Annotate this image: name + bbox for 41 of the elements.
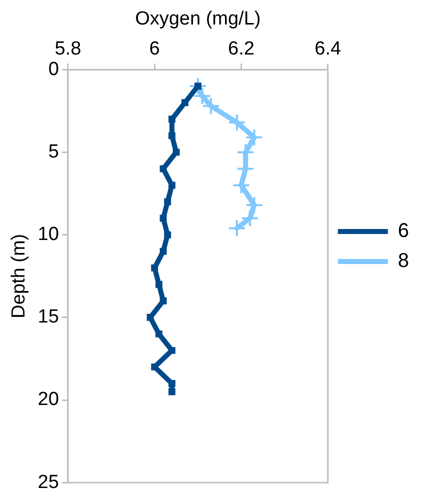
point	[245, 128, 264, 146]
x-tick-label: 6.4	[314, 38, 342, 60]
point	[172, 148, 180, 156]
y-tick-label: 25	[38, 472, 59, 493]
point	[160, 214, 167, 222]
point	[164, 231, 172, 238]
y-axis-title: Depth (m)	[8, 234, 30, 318]
point	[168, 116, 176, 123]
point	[164, 198, 172, 206]
point	[245, 196, 264, 214]
point	[151, 264, 158, 272]
point	[160, 165, 167, 172]
point	[155, 330, 162, 338]
point	[151, 363, 158, 370]
point	[146, 314, 154, 321]
x-tick-label: 6	[149, 38, 160, 60]
legend-label: 6	[398, 220, 409, 242]
point	[168, 380, 176, 387]
point	[168, 346, 176, 354]
point	[168, 388, 176, 396]
y-tick-label: 10	[38, 224, 59, 246]
x-tick-label: 6.2	[228, 38, 254, 60]
y-tick-label: 15	[38, 306, 59, 328]
point	[228, 219, 246, 238]
x-axis-title: Oxygen (mg/L)	[135, 8, 261, 30]
point	[240, 209, 259, 228]
y-tick-label: 0	[48, 58, 59, 80]
point	[194, 82, 202, 90]
point	[168, 182, 176, 189]
point	[181, 99, 188, 106]
x-tick-label: 5.8	[54, 38, 82, 60]
point	[155, 280, 162, 288]
y-tick-label: 5	[48, 141, 59, 162]
point	[188, 77, 207, 96]
point	[160, 248, 167, 255]
legend-label: 8	[398, 250, 409, 272]
point	[232, 176, 250, 194]
point	[228, 113, 246, 132]
point	[160, 297, 167, 304]
y-tick-label: 20	[38, 389, 59, 410]
point	[168, 132, 176, 140]
